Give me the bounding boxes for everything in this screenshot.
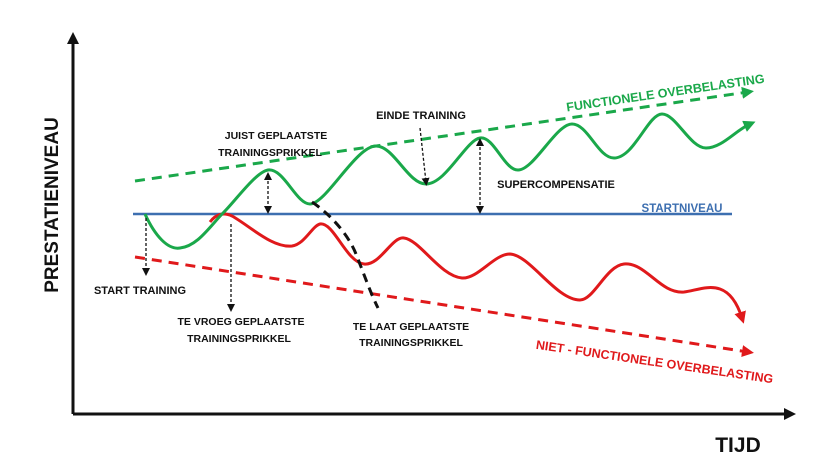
too-late-label-2: TRAININGSPRIKKEL xyxy=(359,337,463,349)
functional-overload-trend xyxy=(134,86,754,183)
y-axis-label: PRESTATIENIVEAU xyxy=(42,117,63,293)
start-training-label: START TRAINING xyxy=(94,285,186,297)
functional-overload-label: FUNCTIONELE OVERBELASTING xyxy=(565,72,765,115)
non-functional-curve xyxy=(208,212,746,324)
supercompensation-label: SUPERCOMPENSATIE xyxy=(497,179,615,191)
end-training-pointer xyxy=(419,127,430,186)
too-early-label-2: TRAININGSPRIKKEL xyxy=(187,333,291,345)
too-late-curve xyxy=(311,200,380,309)
non-functional-overload-label: NIET - FUNCTIONELE OVERBELASTING xyxy=(535,338,774,386)
end-training-label: EINDE TRAINING xyxy=(376,110,466,122)
correct-stimulus-label-2: TRAININGSPRIKKEL xyxy=(218,147,322,159)
too-late-label-1: TE LAAT GEPLAATSTE xyxy=(353,321,469,333)
too-early-label-1: TE VROEG GEPLAATSTE xyxy=(178,316,305,328)
functional-curve xyxy=(143,112,756,250)
baseline-label: STARTNIVEAU xyxy=(642,203,723,215)
non-functional-overload-trend xyxy=(134,255,754,358)
x-axis-label: TIJD xyxy=(715,434,761,457)
correct-stimulus-label-1: JUIST GEPLAATSTE xyxy=(225,130,327,142)
